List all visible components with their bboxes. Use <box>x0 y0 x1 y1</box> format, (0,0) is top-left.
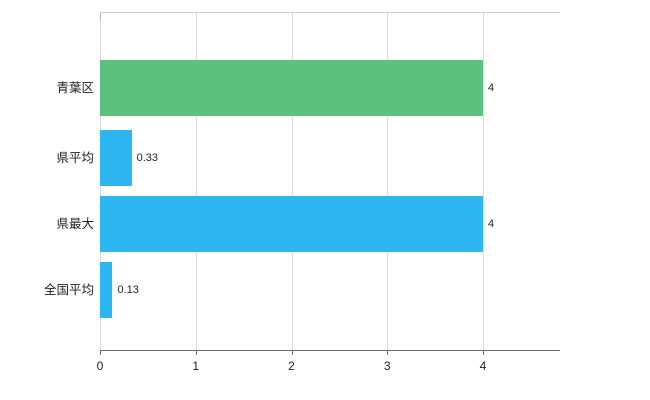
x-axis-tick <box>291 350 293 355</box>
x-axis-tick-label: 0 <box>96 359 104 373</box>
bar-value-label: 0.33 <box>136 152 159 164</box>
gridline <box>291 12 293 350</box>
x-axis-tick <box>100 350 101 355</box>
plot-top-border <box>100 12 560 13</box>
category-label: 県最大 <box>56 217 94 231</box>
category-label: 全国平均 <box>43 283 94 297</box>
bar-value-label: 0.13 <box>117 284 139 296</box>
bar-3 <box>100 196 483 252</box>
x-axis-tick <box>195 350 197 355</box>
gridline <box>387 12 389 350</box>
x-axis-tick <box>387 350 389 355</box>
gridline <box>483 12 484 350</box>
bar-2 <box>100 130 132 186</box>
bar-1 <box>100 60 483 116</box>
x-axis-tick <box>483 350 484 355</box>
top-left-tick <box>100 12 101 20</box>
gridline <box>195 12 197 350</box>
bar-value-label: 4 <box>488 218 495 230</box>
category-label: 青葉区 <box>56 81 94 95</box>
x-axis-line <box>100 350 560 351</box>
category-label: 県平均 <box>56 151 94 165</box>
x-axis-tick-label: 3 <box>383 359 391 373</box>
x-axis-tick-label: 4 <box>479 359 487 373</box>
x-axis-tick-label: 1 <box>192 359 200 373</box>
bar-4 <box>100 262 113 318</box>
x-axis-tick-label: 2 <box>288 359 295 373</box>
bar-value-label: 4 <box>488 82 495 94</box>
